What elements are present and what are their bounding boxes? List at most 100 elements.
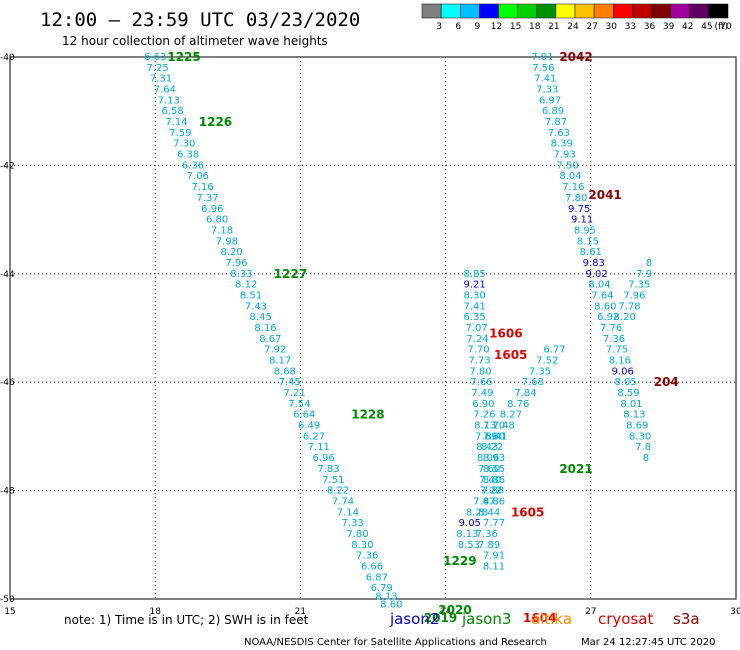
mission-legend-item: jason2 <box>389 610 439 628</box>
observation-label: 7.60 <box>483 431 505 442</box>
observation-label: 6.92 <box>597 312 619 323</box>
chart-subtitle: 12 hour collection of altimeter wave hei… <box>62 34 328 48</box>
y-tick-labels: -40 -42 -44 -46 -48 -50 <box>0 53 15 605</box>
observation-label: 7.22 <box>480 486 502 497</box>
observation-label: 7.06 <box>187 171 209 182</box>
observation-label: 6.90 <box>472 399 494 410</box>
colorbar-swatch <box>689 3 710 19</box>
observation-label: 7.80 <box>346 529 368 540</box>
observation-label: 8.13 <box>474 421 496 432</box>
observation-label: 8.30 <box>351 540 373 551</box>
observation-label: 8.30 <box>464 290 486 301</box>
observation-label: 7.35 <box>628 280 650 291</box>
observation-label: 6.64 <box>293 410 315 421</box>
mission-legend: jason2 jason3 altika cryosat s3a <box>389 610 700 628</box>
observation-label: 6.35 <box>464 312 486 323</box>
observation-label: 7.56 <box>532 63 554 74</box>
observation-label: 7.96 <box>225 258 247 269</box>
observation-label: 7.77 <box>483 518 505 529</box>
colorbar-tick: 24 <box>567 22 579 32</box>
observation-label: 7.70 <box>467 345 489 356</box>
observation-label: 8.12 <box>235 280 257 291</box>
x-tick-label: 21 <box>295 607 306 617</box>
colorbar-tick: 42 <box>682 22 693 32</box>
observation-label: 7.8 <box>635 442 651 453</box>
colorbar-tick: 70 <box>720 22 732 32</box>
colorbar-swatch <box>574 3 595 19</box>
observation-label: 8.41 <box>485 431 507 442</box>
observation-label: 7.59 <box>169 128 191 139</box>
observation-label: 6.36 <box>182 160 204 171</box>
observation-label: 9.05 <box>459 518 481 529</box>
observation-label: 8.13 <box>375 591 397 602</box>
observation-label: 7.07 <box>465 323 487 334</box>
observation-label: 7.35 <box>529 366 551 377</box>
observation-label: 7.84 <box>514 388 536 399</box>
observation-label: 7.87 <box>545 117 567 128</box>
observation-label: 8.06 <box>477 453 499 464</box>
observation-label: 7.66 <box>470 377 492 388</box>
credit-text: NOAA/NESDIS Center for Satellite Applica… <box>244 637 547 648</box>
y-tick-label: -48 <box>0 487 15 497</box>
observation-label: 7.52 <box>536 356 558 367</box>
observation-label: 6.66 <box>361 561 383 572</box>
observation-label: 9.11 <box>571 215 593 226</box>
colorbar-tick: 18 <box>529 22 541 32</box>
observation-label: 8.20 <box>614 312 636 323</box>
pass-time-label: 204 <box>654 375 679 389</box>
observation-label: 8.04 <box>559 171 581 182</box>
observation-label: 8.93 <box>483 453 505 464</box>
observation-label: 8.95 <box>574 225 596 236</box>
observation-label: 8.17 <box>269 356 291 367</box>
colorbar-tick: 36 <box>644 22 656 32</box>
colorbar-tick: 9 <box>475 22 481 32</box>
observation-label: 8.69 <box>626 421 648 432</box>
colorbar-swatch <box>479 3 499 19</box>
observation-label: 7.21 <box>283 388 305 399</box>
x-tick-label: 24 <box>440 607 452 617</box>
observation-label: 7.83 <box>317 464 339 475</box>
observation-label: 7.41 <box>464 301 486 312</box>
observation-label: 8.51 <box>240 290 262 301</box>
observation-label: 8.27 <box>500 410 522 421</box>
observation-label: 6.79 <box>371 583 393 594</box>
x-tick-label: 27 <box>585 607 596 617</box>
pass-time-label: 2020 <box>438 603 471 617</box>
observation-label: 8.33 <box>230 269 252 280</box>
chart-title: 12:00 – 23:59 UTC 03/23/2020 <box>40 9 360 31</box>
observation-label: 7.16 <box>562 182 584 193</box>
observation-label: 7.11 <box>308 442 330 453</box>
colorbar-unit: (ft) <box>714 22 728 32</box>
observation-label: 8.59 <box>617 388 639 399</box>
pass-time-label: 2021 <box>559 462 592 476</box>
observation-label: 7.47 <box>473 496 495 507</box>
observation-label: 7.24 <box>466 334 488 345</box>
observation-label: 9.21 <box>464 280 486 291</box>
x-tick-label: 15 <box>4 607 15 617</box>
observation-label: 8.13 <box>456 529 478 540</box>
pass-time-label: 1605 <box>494 348 527 362</box>
observation-label: 8.22 <box>481 442 503 453</box>
timestamp-text: Mar 24 12:27:45 UTC 2020 <box>581 637 716 648</box>
observation-label: 8.04 <box>588 280 610 291</box>
observation-label: 8.15 <box>577 236 599 247</box>
observation-label: 7.60 <box>478 464 500 475</box>
observation-label: 7.40 <box>479 475 501 486</box>
grid-lines <box>10 57 736 599</box>
observation-label: 6.97 <box>539 95 561 106</box>
colorbar-swatch <box>460 3 480 19</box>
observation-label: 7.69 <box>475 431 497 442</box>
y-tick-label: -42 <box>0 161 15 171</box>
observation-label: 7.78 <box>618 301 640 312</box>
pass-time-label: 2041 <box>588 188 621 202</box>
observation-label: 7.49 <box>471 388 493 399</box>
observation-label: 7.91 <box>483 551 505 562</box>
observation-label: 7.26 <box>473 410 495 421</box>
colorbar-swatch <box>632 3 652 19</box>
observation-label: 7.48 <box>493 421 515 432</box>
observation-label: 7.13 <box>158 95 180 106</box>
x-tick-label: 30 <box>730 607 740 617</box>
observation-label: 8.28 <box>466 507 488 518</box>
observation-label: 9.02 <box>585 269 607 280</box>
